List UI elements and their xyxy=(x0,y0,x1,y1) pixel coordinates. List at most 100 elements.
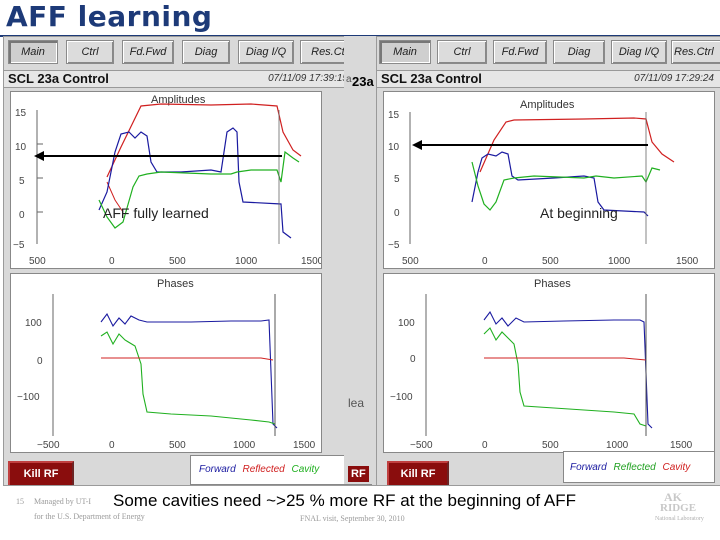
left-kill-rf-button[interactable]: Kill RF xyxy=(8,461,74,485)
right-phase-xtick-2: 500 xyxy=(542,440,559,451)
right-amp-xtick-3: 1000 xyxy=(608,256,631,267)
left-tab-bar: Main Ctrl Fd.Fwd Diag Diag I/Q Res.Ctrl xyxy=(4,37,376,67)
left-amp-reflected-trace-2 xyxy=(106,181,124,213)
left-tab-diag-iq[interactable]: Diag I/Q xyxy=(238,40,294,64)
right-legend-forward: Forward xyxy=(570,462,607,473)
footer-page-number: 15 xyxy=(16,497,24,506)
left-phase-xtick-3: 1000 xyxy=(233,440,256,451)
strip-rf-fragment: RF xyxy=(348,466,369,482)
left-tab-fdfwd[interactable]: Fd.Fwd xyxy=(122,40,174,64)
right-amplitudes-plot: Amplitudes 15 10 5 0 −5 At beginning 500… xyxy=(383,91,715,269)
left-amp-ytick-m5: −5 xyxy=(13,240,25,251)
left-amp-xtick-0: 500 xyxy=(29,256,46,267)
right-amp-xtick-2: 500 xyxy=(542,256,559,267)
left-amplitudes-plot: Amplitudes 15 10 5 0 −5 AFF fully learne… xyxy=(10,91,324,269)
left-tab-ctrl[interactable]: Ctrl xyxy=(66,40,114,64)
right-kill-rf-button[interactable]: Kill RF xyxy=(387,461,449,485)
right-amp-title: Amplitudes xyxy=(520,99,575,111)
right-panel-title: SCL 23a Control xyxy=(381,71,482,86)
left-phase-forward-trace xyxy=(100,312,278,429)
right-phase-ytick-m100: −100 xyxy=(390,392,413,403)
left-amp-xtick-3: 1000 xyxy=(235,256,258,267)
left-phase-xtick-4: 1500 xyxy=(293,440,316,451)
right-tab-diag-iq[interactable]: Diag I/Q xyxy=(611,40,667,64)
right-tab-diag[interactable]: Diag xyxy=(553,40,605,64)
left-amp-xtick-1: 0 xyxy=(109,256,115,267)
right-phase-ytick-100: 100 xyxy=(398,318,415,329)
left-amp-forward-trace xyxy=(98,127,292,239)
strip-lea-fragment: lea xyxy=(348,396,365,410)
right-amp-cavity-trace xyxy=(471,161,661,211)
left-phase-title: Phases xyxy=(157,278,194,290)
left-amp-cavity-trace xyxy=(98,150,300,229)
right-phase-xtick-3: 1000 xyxy=(606,440,629,451)
left-amp-title: Amplitudes xyxy=(151,94,206,106)
right-tab-resctrl[interactable]: Res.Ctrl xyxy=(671,40,720,64)
right-panel-header: SCL 23a Control 07/11/09 17:29:24 xyxy=(377,70,720,88)
left-legend-reflected: Reflected xyxy=(242,464,285,475)
right-phase-reflected-trace xyxy=(484,357,647,361)
left-amp-reflected-trace xyxy=(106,103,302,178)
right-phases-plot: Phases 100 0 −100 −500 0 500 1000 1500 xyxy=(383,273,715,453)
right-tab-ctrl[interactable]: Ctrl xyxy=(437,40,487,64)
right-legend-cavity: Cavity xyxy=(662,462,691,473)
left-panel-title: SCL 23a Control xyxy=(8,71,109,86)
right-amp-xtick-1: 0 xyxy=(482,256,488,267)
left-amp-xtick-4: 1500 xyxy=(301,256,321,267)
left-phases-svg: Phases 100 0 −100 −500 0 500 1000 1500 xyxy=(17,278,316,451)
right-amplitudes-svg: Amplitudes 15 10 5 0 −5 At beginning 500… xyxy=(388,99,699,267)
right-phase-cavity-trace xyxy=(483,327,647,427)
strip-header-fragment: 23a xyxy=(352,74,374,89)
left-phase-ytick-m100: −100 xyxy=(17,392,40,403)
slide-caption: Some cavities need ~>25 % more RF at the… xyxy=(113,491,577,510)
right-trace-legend: Forward Reflected Cavity xyxy=(563,451,715,483)
right-tab-fdfwd[interactable]: Fd.Fwd xyxy=(493,40,547,64)
left-legend-cavity: Cavity xyxy=(291,464,320,475)
footer-doe: for the U.S. Department of Energy xyxy=(34,512,145,521)
left-amp-ytick-15: 15 xyxy=(15,108,27,119)
left-panel-header: SCL 23a Control 07/11/09 17:39:15 xyxy=(4,70,376,88)
left-phase-xtick-0: −500 xyxy=(37,440,60,451)
right-phase-title: Phases xyxy=(534,278,571,290)
right-tab-main[interactable]: Main xyxy=(379,40,431,64)
left-phase-xtick-2: 500 xyxy=(169,440,186,451)
left-trace-legend: Forward Reflected Cavity xyxy=(190,455,372,485)
middle-hidden-panel-strip: 23a a lea RF xyxy=(344,36,376,484)
left-amp-ytick-5: 5 xyxy=(19,176,25,187)
left-amplitudes-svg: Amplitudes 15 10 5 0 −5 AFF fully learne… xyxy=(13,94,324,267)
right-phase-xtick-1: 0 xyxy=(482,440,488,451)
right-amp-xtick-4: 1500 xyxy=(676,256,699,267)
right-overlay-label: At beginning xyxy=(540,205,618,221)
right-amp-xtick-0: 500 xyxy=(402,256,419,267)
right-amp-ytick-15: 15 xyxy=(388,110,400,121)
left-phase-ytick-100: 100 xyxy=(25,318,42,329)
right-panel-timestamp: 07/11/09 17:29:24 xyxy=(634,73,714,84)
footer-center-event: FNAL visit, September 30, 2010 xyxy=(300,514,405,523)
right-phase-xtick-0: −500 xyxy=(410,440,433,451)
right-phases-svg: Phases 100 0 −100 −500 0 500 1000 1500 xyxy=(390,278,693,451)
right-amp-ytick-0: 0 xyxy=(394,208,400,219)
left-tab-diag[interactable]: Diag xyxy=(182,40,230,64)
right-amp-ytick-5: 5 xyxy=(394,174,400,185)
left-phases-plot: Phases 100 0 −100 −500 0 500 1000 1500 xyxy=(10,273,322,453)
left-phase-xtick-1: 0 xyxy=(109,440,115,451)
right-tab-bar: Main Ctrl Fd.Fwd Diag Diag I/Q Res.Ctrl xyxy=(377,37,720,67)
left-control-panel: Main Ctrl Fd.Fwd Diag Diag I/Q Res.Ctrl … xyxy=(3,36,377,486)
right-phase-forward-trace xyxy=(483,310,653,429)
left-tab-main[interactable]: Main xyxy=(8,40,58,64)
footer-logo-mid: RIDGE xyxy=(660,502,697,514)
left-amp-ytick-10: 10 xyxy=(15,142,27,153)
right-amp-ytick-m5: −5 xyxy=(388,240,400,251)
footer-logo-bottom: National Laboratory xyxy=(655,516,704,522)
left-panel-timestamp: 07/11/09 17:39:15 xyxy=(268,73,348,84)
right-control-panel: Main Ctrl Fd.Fwd Diag Diag I/Q Res.Ctrl … xyxy=(376,36,720,486)
right-legend-reflected: Reflected xyxy=(613,462,656,473)
right-phase-ytick-0: 0 xyxy=(410,354,416,365)
left-amp-ytick-0: 0 xyxy=(19,210,25,221)
footer-logo-top: AK xyxy=(664,490,682,504)
right-amp-reflected-trace xyxy=(479,117,675,173)
left-amp-xtick-2: 500 xyxy=(169,256,186,267)
left-phase-ytick-0: 0 xyxy=(37,356,43,367)
strip-hdr-a-fragment: a xyxy=(346,74,352,85)
slide-title: AFF learning xyxy=(6,0,213,33)
